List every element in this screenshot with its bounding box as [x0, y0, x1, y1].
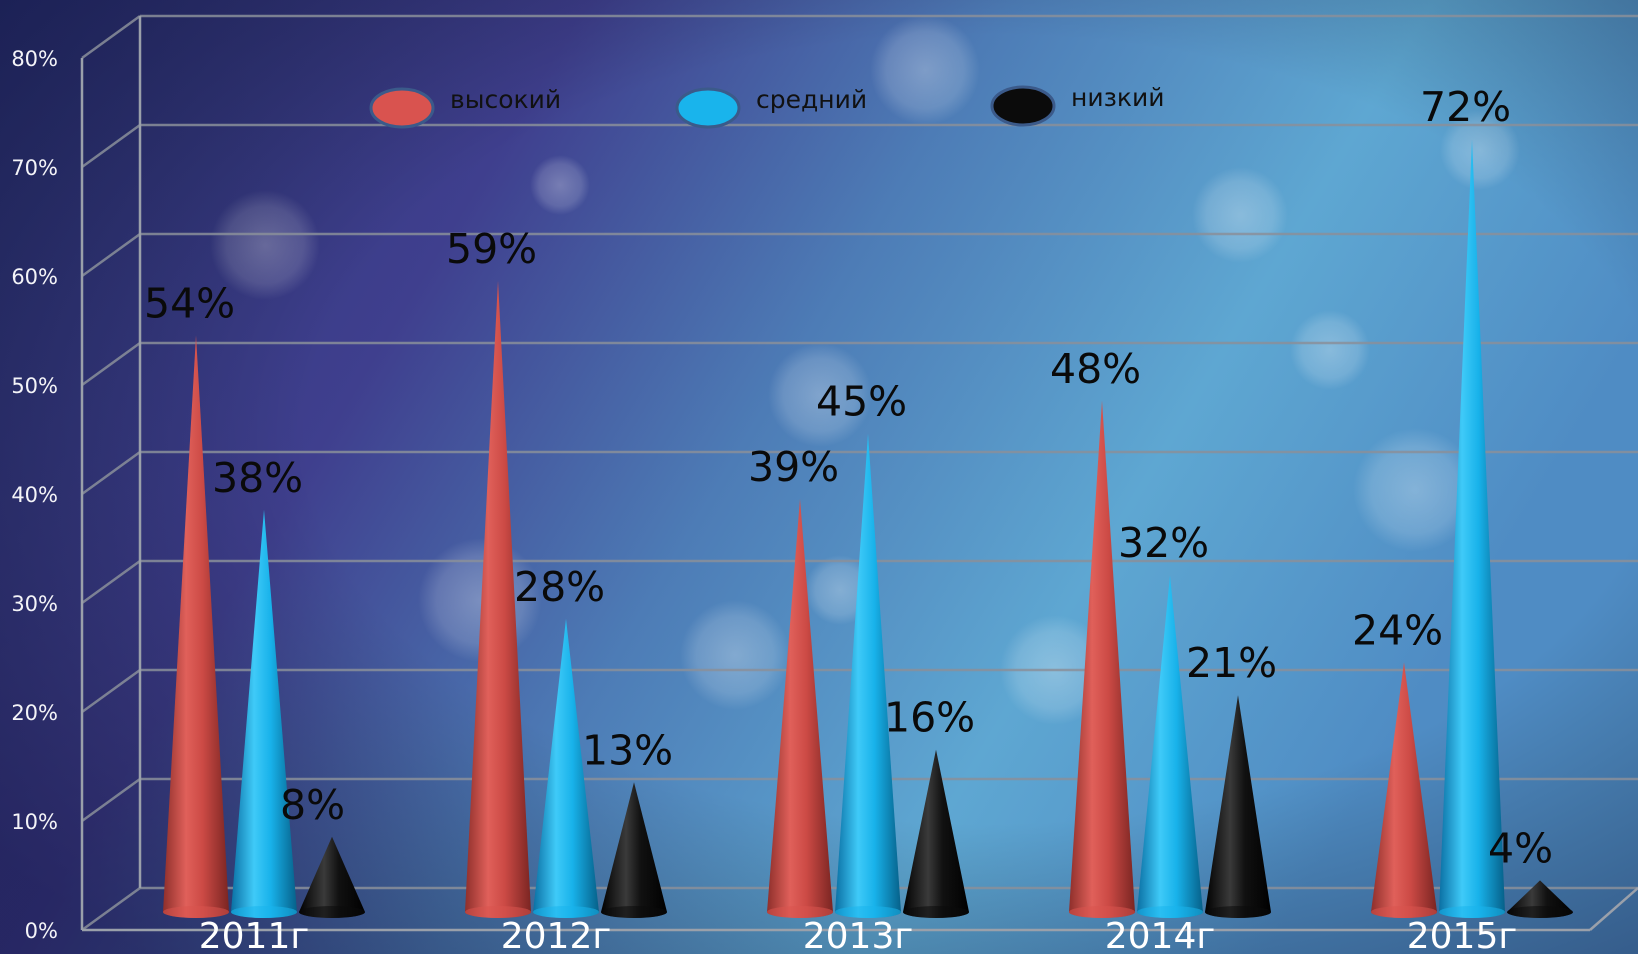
data-label-medium-2014г: 32% [1118, 519, 1209, 567]
data-label-medium-2013г: 45% [816, 378, 907, 426]
data-label-medium-2012г: 28% [514, 563, 605, 611]
cone-base-high-2015г [1371, 906, 1437, 918]
floor-right-edge [1589, 887, 1638, 931]
x-category-label: 2011г [199, 916, 310, 954]
cone-low-2014г [1205, 695, 1271, 918]
x-category-label: 2013г [803, 916, 914, 954]
cone-base-low-2012г [601, 906, 667, 918]
cone-base-high-2014г [1069, 906, 1135, 918]
cone-medium-2011г [231, 509, 297, 918]
gridline-side [81, 450, 141, 496]
cone-base-medium-2011г [231, 906, 297, 918]
cone-base-low-2015г [1507, 906, 1573, 918]
y-tick-label: 50% [11, 374, 58, 398]
x-category-label: 2012г [501, 916, 612, 954]
gridline-side [81, 232, 141, 278]
gridlines [80, 14, 1638, 932]
cone-base-medium-2012г [533, 906, 599, 918]
y-tick-label: 30% [11, 592, 58, 616]
cone-base-low-2013г [903, 906, 969, 918]
gridline-side [81, 886, 141, 932]
cone-base-high-2012г [465, 906, 531, 918]
cone-medium-2013г [835, 433, 901, 918]
legend-label-low: низкий [1071, 83, 1164, 112]
data-label-high-2015г: 24% [1352, 606, 1443, 654]
data-label-low-2011г: 8% [280, 781, 345, 829]
data-label-high-2013г: 39% [748, 443, 839, 491]
cone-high-2011г [163, 335, 229, 918]
gridline-side [81, 341, 141, 387]
data-label-low-2014г: 21% [1186, 639, 1277, 687]
gridline-side [81, 559, 141, 605]
y-tick-label: 40% [11, 483, 58, 507]
cone-medium-2012г [533, 618, 599, 918]
cone-low-2013г [903, 749, 969, 918]
cone-low-2012г [601, 782, 667, 918]
legend: высокий средний низкий [369, 83, 1164, 129]
legend-swatch-low [990, 85, 1056, 127]
cone-base-high-2011г [163, 906, 229, 918]
gridline-side [81, 777, 141, 823]
data-label-high-2012г: 59% [446, 225, 537, 273]
data-label-high-2011г: 54% [144, 279, 235, 327]
x-category-label: 2014г [1105, 916, 1216, 954]
data-label-medium-2011г: 38% [212, 454, 303, 502]
legend-label-medium: средний [756, 85, 867, 114]
y-tick-label: 80% [11, 47, 58, 71]
cone-high-2014г [1069, 400, 1135, 918]
data-label-low-2013г: 16% [884, 694, 975, 742]
y-tick-label: 10% [11, 810, 58, 834]
legend-swatch-medium [675, 87, 741, 129]
cone-base-medium-2015г [1439, 906, 1505, 918]
y-tick-label: 0% [25, 919, 58, 943]
data-label-medium-2015г: 72% [1420, 83, 1511, 131]
y-tick-label: 20% [11, 701, 58, 725]
data-label-low-2015г: 4% [1488, 824, 1553, 872]
cone-base-low-2014г [1205, 906, 1271, 918]
cones [163, 139, 1573, 918]
legend-label-high: высокий [450, 85, 561, 114]
data-labels: 54% 38% 8% 59% 28% 13% 39% 45% 16% 48% 32% 21% 24% 72… [144, 83, 1553, 872]
cone-high-2012г [465, 280, 531, 918]
data-label-high-2014г: 48% [1050, 345, 1141, 393]
cone-high-2013г [767, 498, 833, 918]
gridline-side [81, 123, 141, 169]
x-axis-labels: 2011г 2012г 2013г 2014г 2015г [199, 916, 1518, 954]
y-tick-label: 70% [11, 156, 58, 180]
gridline-side [81, 668, 141, 714]
data-label-low-2012г: 13% [582, 726, 673, 774]
y-tick-label: 60% [11, 265, 58, 289]
cone-base-low-2011г [299, 906, 365, 918]
cone-medium-2014г [1137, 575, 1203, 918]
cone-base-medium-2013г [835, 906, 901, 918]
gridline-side [81, 14, 141, 60]
y-axis-ticks: 0% 10% 20% 30% 40% 50% 60% 70% 80% [11, 47, 58, 943]
cone-high-2015г [1371, 662, 1437, 918]
cone-base-medium-2014г [1137, 906, 1203, 918]
cone-base-high-2013г [767, 906, 833, 918]
cone-low-2011г [299, 836, 365, 918]
x-category-label: 2015г [1407, 916, 1518, 954]
legend-swatch-high [369, 87, 435, 129]
cone-medium-2015г [1439, 139, 1505, 918]
